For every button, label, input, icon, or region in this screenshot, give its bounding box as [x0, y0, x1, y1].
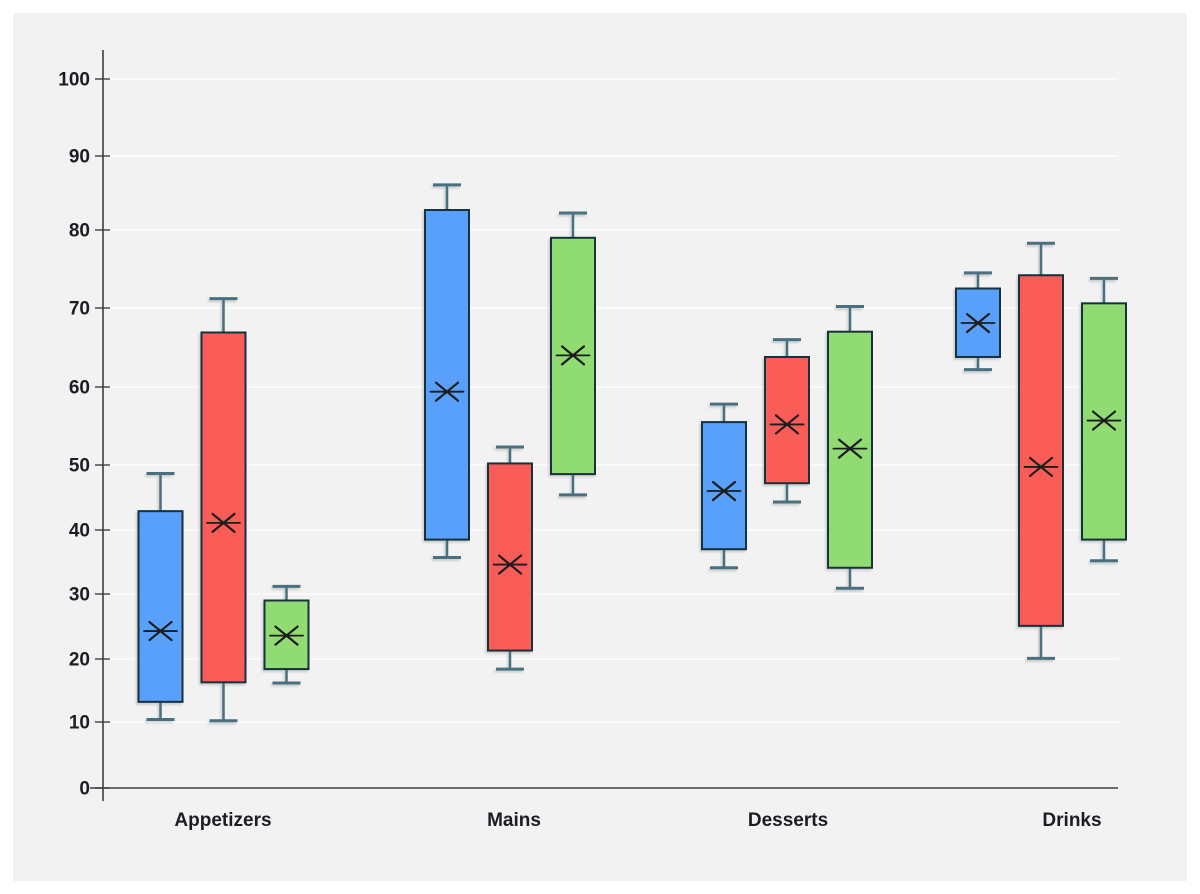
mean-marker	[960, 312, 996, 334]
y-tick-label: 70	[69, 299, 90, 320]
box-rect	[137, 510, 184, 703]
plot-panel	[13, 13, 1187, 881]
y-tick-label: 50	[69, 456, 90, 477]
box-rect	[424, 209, 470, 541]
y-tick-label: 60	[69, 378, 90, 399]
box-rect	[487, 462, 533, 652]
y-tick-label: 40	[69, 521, 90, 542]
mean-marker	[492, 554, 528, 575]
box-plot-mains-blue	[424, 183, 470, 560]
box-rect	[200, 331, 247, 684]
box-plot-appetizers-red	[200, 297, 247, 723]
mean-marker	[1086, 410, 1122, 431]
category-label: Mains	[487, 810, 541, 831]
mean-marker	[143, 620, 178, 642]
mean-marker	[706, 480, 742, 502]
box-plot-mains-green	[550, 211, 596, 497]
mean-marker	[769, 414, 805, 435]
box-rect	[764, 355, 810, 485]
mean-marker	[269, 625, 304, 646]
y-tick-label: 30	[69, 585, 90, 606]
y-tick-label: 90	[69, 147, 90, 168]
y-tick-label: 80	[69, 221, 90, 242]
box-rect	[701, 421, 747, 551]
mean-marker	[555, 345, 591, 366]
y-tick-label: 100	[58, 70, 90, 91]
box-plot-desserts-blue	[701, 402, 747, 570]
box-plot-desserts-green	[827, 304, 873, 590]
category-label: Drinks	[1042, 810, 1101, 831]
box-plot-mains-red	[487, 445, 533, 671]
category-label: Desserts	[748, 810, 828, 831]
mean-marker	[1023, 456, 1059, 478]
mean-marker	[206, 512, 241, 533]
box-plot-desserts-red	[764, 338, 810, 504]
box-plot-drinks-red	[1018, 241, 1064, 660]
box-plot-appetizers-green	[263, 584, 310, 685]
box-plot-appetizers-blue	[137, 471, 184, 721]
mean-marker	[429, 381, 465, 402]
y-tick-label: 0	[79, 779, 90, 800]
box-plot-drinks-green	[1081, 276, 1127, 563]
box-plot-drinks-blue	[955, 271, 1001, 372]
y-tick-label: 20	[69, 650, 90, 671]
category-label: Appetizers	[174, 810, 271, 831]
mean-marker	[832, 438, 868, 459]
y-tick-label: 10	[69, 713, 90, 734]
box-rect	[1018, 274, 1064, 627]
